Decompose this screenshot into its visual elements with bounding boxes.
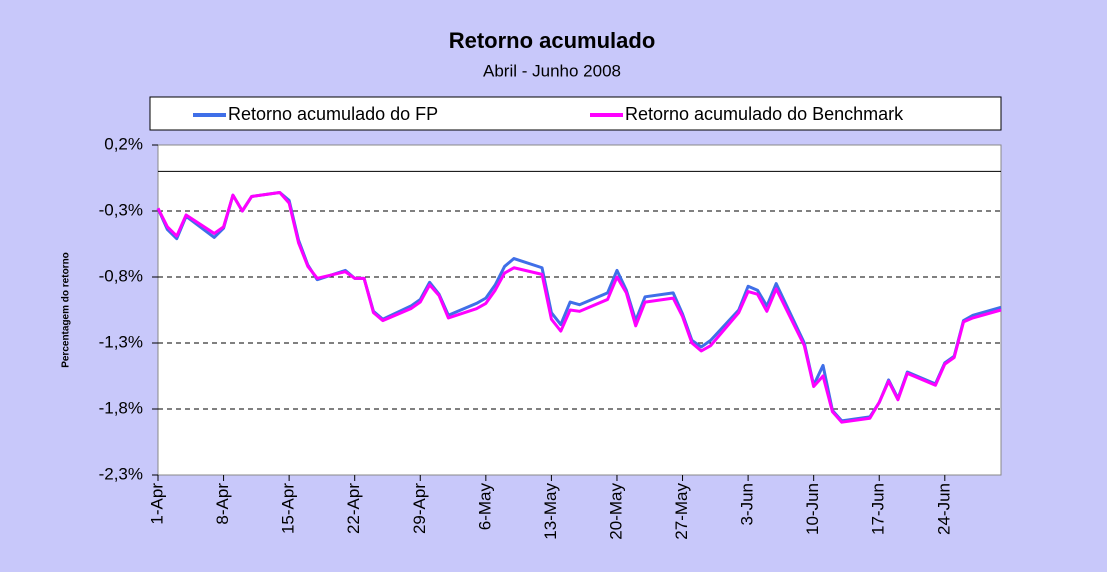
x-tick-label: 24-Jun xyxy=(934,483,953,535)
x-tick-label: 13-May xyxy=(541,483,560,540)
x-tick-label: 15-Apr xyxy=(279,483,298,534)
y-tick-label: -1,3% xyxy=(99,332,143,351)
x-tick-label: 17-Jun xyxy=(869,483,888,535)
x-tick-label: 22-Apr xyxy=(344,483,363,534)
y-tick-label: 0,2% xyxy=(104,134,143,153)
x-tick-label: 20-May xyxy=(606,483,625,540)
x-tick-label: 29-Apr xyxy=(410,483,429,534)
legend-label: Retorno acumulado do Benchmark xyxy=(625,104,904,124)
legend xyxy=(149,96,1002,131)
x-tick-label: 3-Jun xyxy=(738,483,757,526)
y-tick-label: -1,8% xyxy=(99,398,143,417)
x-tick-label: 27-May xyxy=(672,483,691,540)
y-axis-label: Percentagem do retorno xyxy=(61,252,72,368)
x-tick-label: 8-Apr xyxy=(213,483,232,525)
y-tick-label: -0,8% xyxy=(99,266,143,285)
legend-label: Retorno acumulado do FP xyxy=(228,104,438,124)
x-tick-label: 1-Apr xyxy=(147,483,166,525)
x-tick-label: 6-May xyxy=(475,483,494,531)
chart-subtitle: Abril - Junho 2008 xyxy=(483,61,621,80)
chart-title: Retorno acumulado xyxy=(449,28,656,53)
x-tick-label: 10-Jun xyxy=(803,483,822,535)
y-tick-label: -0,3% xyxy=(99,200,143,219)
series-line xyxy=(156,191,1002,424)
y-tick-label: -2,3% xyxy=(99,464,143,483)
